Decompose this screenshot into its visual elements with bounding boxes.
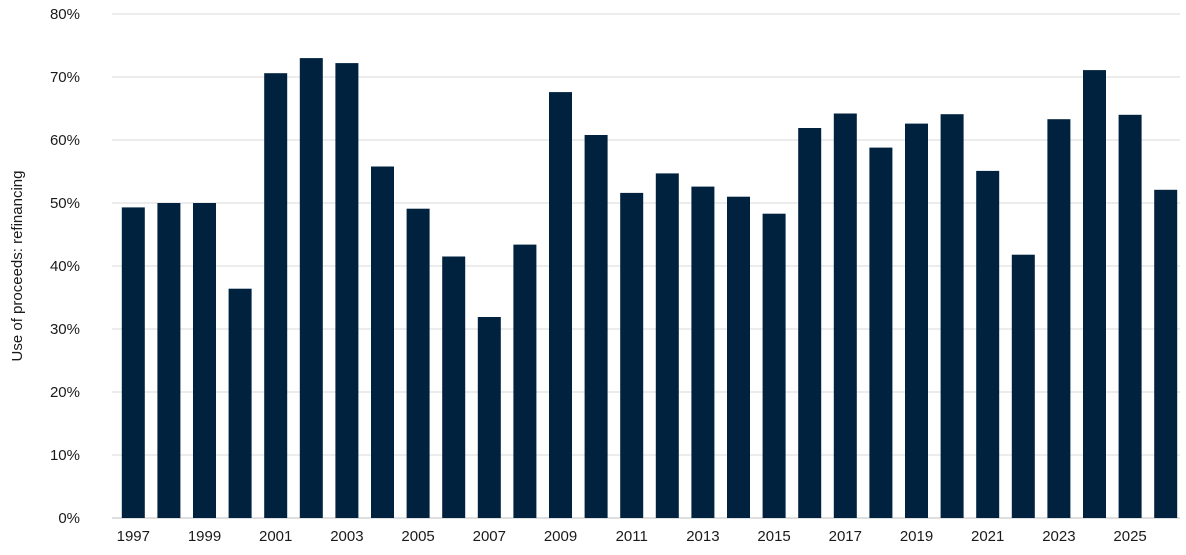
- bar-2012: [655, 173, 679, 518]
- bar-2008: [513, 244, 537, 518]
- y-tick-label: 0%: [58, 510, 80, 527]
- x-tick-label: 2003: [330, 528, 363, 545]
- bar-2011: [620, 192, 644, 518]
- x-tick-label: 2011: [616, 528, 648, 545]
- bar-2000: [228, 288, 252, 518]
- bar-2007: [477, 317, 501, 518]
- bar-2021: [976, 170, 1000, 518]
- bar-2003: [335, 63, 359, 518]
- bar-2018: [869, 147, 893, 518]
- bar-2019: [905, 123, 928, 518]
- x-tick-label: 2009: [544, 528, 577, 545]
- x-tick-label: 2013: [686, 528, 719, 545]
- bar-2026: [1154, 189, 1178, 519]
- bar-2002: [299, 58, 323, 518]
- bar-2005: [406, 208, 430, 518]
- bar-2015: [762, 213, 786, 518]
- bar-2022: [1011, 254, 1035, 518]
- bar-2017: [833, 113, 857, 518]
- x-tick-label: 2025: [1113, 528, 1146, 545]
- x-tick-label: 2015: [757, 528, 790, 545]
- bar-2023: [1047, 119, 1071, 518]
- x-tick-label: 2023: [1042, 528, 1075, 545]
- bar-1998: [157, 203, 181, 518]
- x-tick-label: 2001: [259, 528, 292, 545]
- bar-2010: [584, 135, 608, 518]
- bar-2020: [940, 114, 964, 518]
- bar-2001: [264, 73, 288, 518]
- y-tick-label: 10%: [50, 447, 80, 464]
- x-tick-label: 2017: [829, 528, 862, 545]
- gridlines: [112, 13, 1180, 519]
- x-axis-ticks: 1997 1999 2001 2003 2005 2007 2009 2011 2013 2015…: [117, 528, 1147, 545]
- y-axis-title: Use of proceeds: refinancing: [9, 171, 26, 362]
- bar-2009: [549, 92, 572, 518]
- y-tick-label: 20%: [50, 384, 80, 401]
- y-tick-label: 70%: [50, 69, 80, 86]
- bar-2014: [727, 196, 750, 518]
- bar-2013: [691, 186, 715, 518]
- bar-2025: [1118, 114, 1142, 519]
- bar-1997: [121, 207, 145, 518]
- y-tick-label: 60%: [50, 132, 80, 149]
- y-tick-label: 30%: [50, 321, 80, 338]
- x-tick-label: 2021: [971, 528, 1004, 545]
- y-tick-label: 80%: [50, 6, 80, 23]
- bar-2016: [798, 128, 822, 518]
- y-axis-ticks: 0% 10% 20% 30% 40% 50% 60% 70% 80%: [50, 6, 80, 527]
- y-tick-label: 50%: [50, 195, 80, 212]
- x-tick-label: 1999: [188, 528, 221, 545]
- bar-2024: [1083, 70, 1106, 518]
- y-tick-label: 40%: [50, 258, 80, 275]
- bar-2004: [371, 166, 394, 518]
- bars: [121, 58, 1178, 519]
- bar-1999: [193, 203, 216, 518]
- bar-2006: [442, 256, 466, 518]
- x-tick-label: 1997: [117, 528, 150, 545]
- x-tick-label: 2007: [473, 528, 506, 545]
- x-tick-label: 2005: [401, 528, 434, 545]
- x-tick-label: 2019: [900, 528, 933, 545]
